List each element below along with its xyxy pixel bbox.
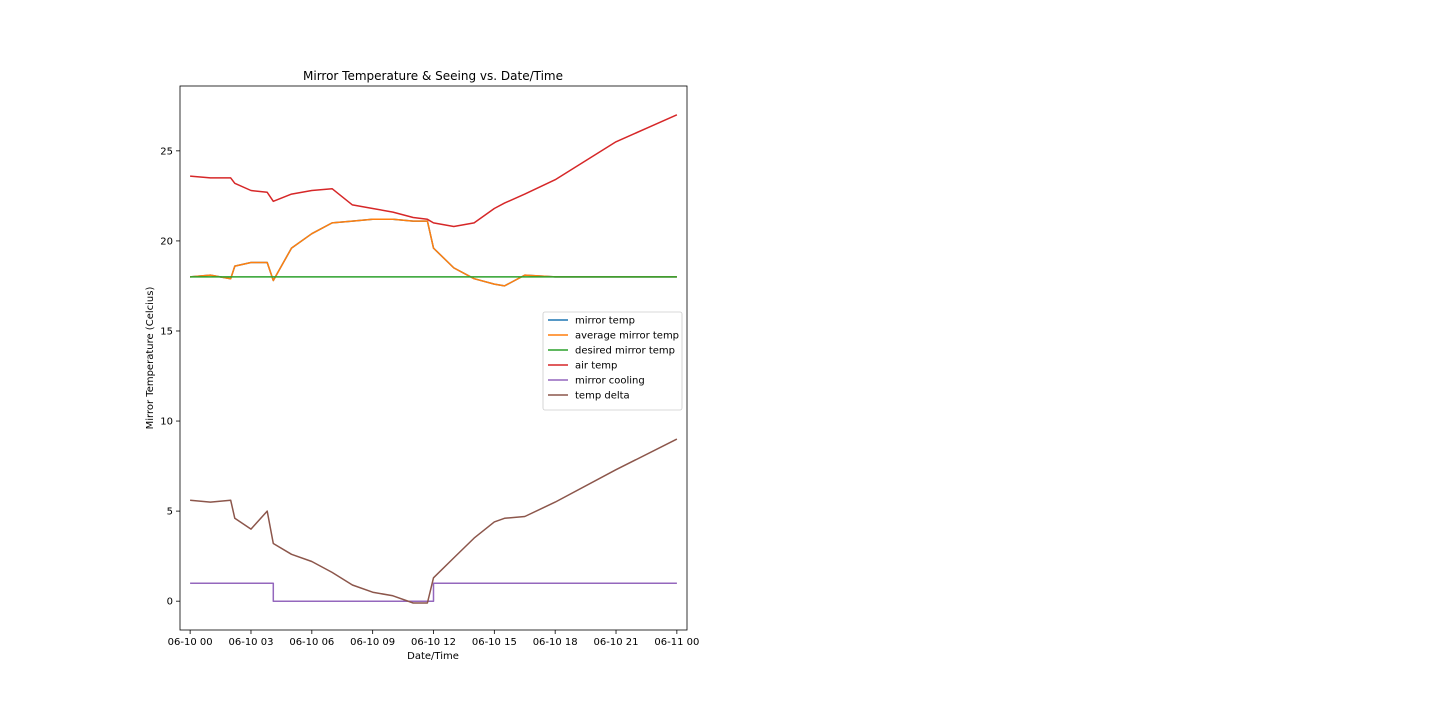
x-tick-label: 06-10 15 [472,637,517,648]
y-tick-label: 15 [160,326,173,337]
x-axis-label: Date/Time [407,651,459,662]
y-axis: 0 5 10 15 20 25 [160,146,180,608]
legend-label: air temp [575,361,617,372]
y-tick-label: 25 [160,146,173,157]
series-line-average-mirror-temp [190,218,677,287]
x-tick-label: 06-10 09 [350,637,395,648]
x-axis: 06-10 00 06-10 03 06-10 06 06-10 09 06-10 12… [168,630,699,648]
y-axis-label: Mirror Temperature (Celcius) [145,287,156,430]
y-tick-label: 20 [160,236,173,247]
legend-label: temp delta [575,391,630,402]
x-tick-label: 06-10 06 [289,637,334,648]
legend-label: average mirror temp [575,331,679,342]
series-line-temp-delta [190,438,678,604]
legend-label: desired mirror temp [575,346,675,357]
x-tick-label: 06-11 00 [654,637,699,648]
x-tick-label: 06-10 18 [533,637,578,648]
series-line-mirror-cooling [190,582,677,602]
chart-title: Mirror Temperature & Seeing vs. Date/Tim… [303,69,563,83]
y-tick-label: 10 [160,417,173,428]
legend-label: mirror temp [575,316,635,327]
y-tick-label: 5 [167,507,173,518]
legend-box [542,311,683,411]
plot-area [190,114,678,604]
x-tick-label: 06-10 21 [594,637,639,648]
legend-label: mirror cooling [575,376,645,387]
legend: mirror temp average mirror temp desired mi… [542,311,683,411]
x-tick-label: 06-10 03 [228,637,273,648]
series-line-air-temp [190,114,678,228]
x-tick-label: 06-10 00 [168,637,213,648]
y-tick-label: 0 [167,597,173,608]
x-tick-label: 06-10 12 [411,637,456,648]
